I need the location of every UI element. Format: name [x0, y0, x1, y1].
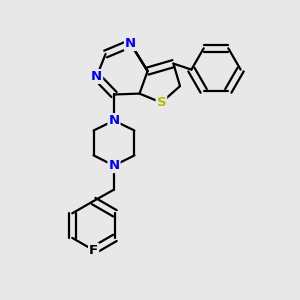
Text: F: F	[89, 244, 98, 257]
Text: N: N	[125, 37, 136, 50]
Text: N: N	[108, 159, 120, 172]
Text: N: N	[108, 114, 120, 127]
Text: N: N	[91, 70, 102, 83]
Text: S: S	[157, 96, 166, 109]
